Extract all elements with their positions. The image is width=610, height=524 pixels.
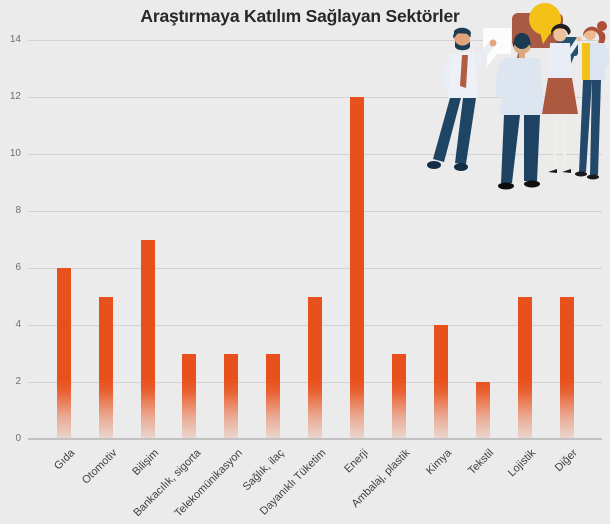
bar-otomotiv — [98, 296, 113, 439]
bar-diğer — [559, 296, 574, 439]
white-speech-bubble-tail — [487, 53, 498, 67]
gridline — [28, 211, 602, 212]
x-tick-label: Enerji — [342, 447, 371, 476]
bar-telekomünikasyon — [224, 353, 239, 439]
x-tick-label: Lojistik — [505, 447, 539, 480]
y-tick-label: 6 — [15, 262, 21, 273]
x-axis-baseline — [28, 438, 602, 440]
person-red-hair-woman — [575, 21, 609, 180]
bar-ambalaj-plastik — [391, 353, 406, 439]
x-tick-label: Gıda — [51, 447, 78, 473]
bar-enerji — [350, 97, 364, 439]
bar-bilişim — [140, 239, 155, 439]
y-tick-label: 0 — [15, 433, 21, 444]
bar-bankacılık-sigorta — [182, 353, 197, 439]
y-tick-label: 2 — [15, 376, 21, 387]
gridline — [28, 97, 602, 98]
person-bearded-man — [427, 27, 497, 171]
yellow-speech-bubble — [529, 3, 561, 35]
y-tick-label: 4 — [15, 319, 21, 330]
gridline — [28, 40, 602, 41]
chart-title: Araştırmaya Katılım Sağlayan Sektörler — [140, 6, 460, 26]
bar-kimya — [433, 325, 448, 439]
y-tick-label: 8 — [15, 205, 21, 216]
y-tick-label: 12 — [9, 91, 21, 102]
bar-dayanıklı-tüketim — [308, 296, 323, 439]
x-tick-label: Otomotiv — [79, 447, 120, 487]
x-tick-label: Diğer — [552, 447, 580, 475]
y-tick-label: 10 — [9, 148, 21, 159]
gridline — [28, 268, 602, 269]
x-tick-label: Tekstil — [466, 447, 497, 478]
person-back-man — [495, 33, 544, 190]
people-conversation-illustration — [427, 3, 609, 190]
gridline — [28, 154, 602, 155]
bar-gıda — [56, 268, 71, 439]
yellow-speech-bubble-tail — [540, 32, 551, 44]
y-tick-label: 14 — [9, 34, 21, 45]
bar-tekstil — [475, 382, 490, 439]
bar-sağlık-ilaç — [266, 353, 281, 439]
bar-lojistik — [517, 296, 532, 439]
person-dark-hair-woman — [542, 23, 582, 173]
x-tick-label: Kimya — [424, 447, 455, 478]
x-tick-label: Bilişim — [130, 447, 161, 478]
